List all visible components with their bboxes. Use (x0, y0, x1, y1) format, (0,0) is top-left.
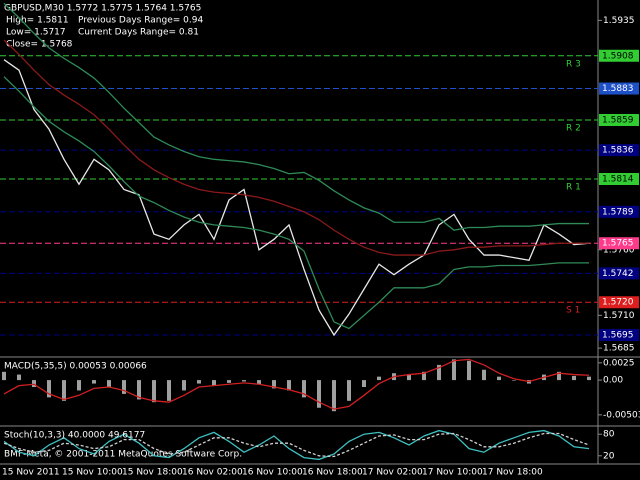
histogram-bar (197, 380, 201, 384)
histogram-bar (437, 364, 441, 381)
histogram-bar (452, 359, 456, 381)
y-tick-label: 20 (603, 451, 615, 461)
x-tick-label: 17 Nov 18:00 (482, 468, 543, 478)
y-tick-label: 0.00 (603, 376, 623, 386)
histogram-bar (182, 380, 186, 391)
level-box (599, 49, 639, 62)
level-label: 1.5859 (602, 116, 634, 126)
histogram-bar (587, 376, 591, 381)
x-tick-label: 15 Nov 2011 (2, 468, 60, 478)
level-label: 1.5720 (602, 298, 634, 308)
x-tick-label: 16 Nov 10:00 (242, 468, 303, 478)
low-text: Low= 1.5717 (6, 28, 66, 38)
level-box (599, 173, 639, 185)
histogram-bar (32, 380, 36, 388)
level-tag: R 2 (566, 124, 581, 134)
series-line (3, 39, 589, 256)
x-tick-label: 15 Nov 18:00 (122, 468, 183, 478)
histogram-bar (62, 380, 66, 401)
series-line (3, 76, 589, 330)
level-label: 1.5765 (602, 239, 634, 249)
y-tick-label: 0.0025 (603, 358, 635, 368)
histogram-bar (122, 380, 126, 394)
level-tag: R 3 (566, 59, 581, 69)
panel-title: Stoch(10,3,3) 40.0000 49.6177 (4, 431, 145, 441)
level-tag: S 1 (566, 306, 580, 316)
series-line (3, 2, 589, 231)
y-tick-label: 1.5710 (603, 311, 635, 321)
level-label: 1.5814 (602, 175, 634, 185)
level-box (599, 114, 639, 126)
level-label: 1.5908 (602, 51, 634, 61)
x-tick-label: 17 Nov 10:00 (422, 468, 483, 478)
y-tick-label: 1.5760 (603, 245, 635, 255)
level-label: 1.5836 (602, 146, 634, 156)
histogram-bar (77, 380, 81, 391)
y-tick-label: 80 (603, 430, 615, 440)
symbol-header: GBPUSD,M30 1.5772 1.5775 1.5764 1.5765 (4, 4, 201, 14)
y-tick-label: 1.5935 (603, 16, 635, 26)
level-box (599, 205, 639, 218)
level-box (599, 329, 639, 342)
histogram-bar (137, 380, 141, 400)
histogram-bar (212, 380, 216, 386)
histogram-bar (272, 380, 276, 389)
x-tick-label: 17 Nov 02:00 (362, 468, 423, 478)
histogram-bar (242, 380, 246, 382)
panel-title: MACD(5,35,5) 0.00053 0.00066 (4, 362, 147, 372)
histogram-bar (17, 374, 21, 381)
histogram-bar (467, 360, 471, 381)
y-tick-label: 1.5685 (603, 344, 635, 354)
histogram-bar (407, 374, 411, 381)
histogram-bar (302, 380, 306, 398)
series-line (3, 59, 590, 337)
histogram-bar (347, 380, 351, 401)
histogram-bar (2, 371, 6, 381)
y-tick-label: -0.00503 (603, 410, 640, 420)
level-box (599, 144, 639, 157)
high-text: High= 1.5811 (6, 16, 69, 26)
level-box (599, 82, 639, 95)
level-label: 1.5883 (602, 84, 634, 94)
histogram-bar (572, 375, 576, 381)
histogram-bar (317, 380, 321, 408)
prev-range-text: Previous Days Range= 0.94 (78, 16, 203, 26)
series-line (3, 358, 590, 410)
level-label: 1.5695 (602, 331, 634, 341)
level-label: 1.5742 (602, 269, 634, 279)
histogram-bar (47, 380, 51, 398)
histogram-bar (167, 380, 171, 401)
histogram-bar (422, 371, 426, 381)
histogram-bar (107, 380, 111, 388)
series-line (3, 432, 590, 458)
level-box (599, 296, 639, 309)
histogram-bar (557, 371, 561, 381)
histogram-bar (512, 380, 516, 381)
histogram-bar (332, 380, 336, 412)
x-tick-label: 16 Nov 18:00 (302, 468, 363, 478)
histogram-bar (152, 380, 156, 403)
histogram-bar (92, 380, 96, 384)
histogram-bar (257, 380, 261, 385)
level-box (599, 237, 639, 250)
histogram-bar (377, 376, 381, 381)
x-tick-label: 15 Nov 10:00 (62, 468, 123, 478)
close-text: Close= 1.5768 (6, 40, 73, 50)
histogram-bar (287, 380, 291, 391)
level-label: 1.5789 (602, 207, 634, 217)
histogram-bar (362, 380, 366, 388)
x-tick-label: 16 Nov 02:00 (182, 468, 243, 478)
histogram-bar (497, 376, 501, 381)
level-box (599, 267, 639, 280)
histogram-bar (227, 380, 231, 383)
cur-range-text: Current Days Range= 0.81 (78, 28, 199, 38)
level-tag: R 1 (566, 183, 581, 193)
histogram-bar (482, 369, 486, 381)
watermark: BMF-Meta, © 2001-2011 MetaQuotes Softwar… (4, 450, 242, 460)
